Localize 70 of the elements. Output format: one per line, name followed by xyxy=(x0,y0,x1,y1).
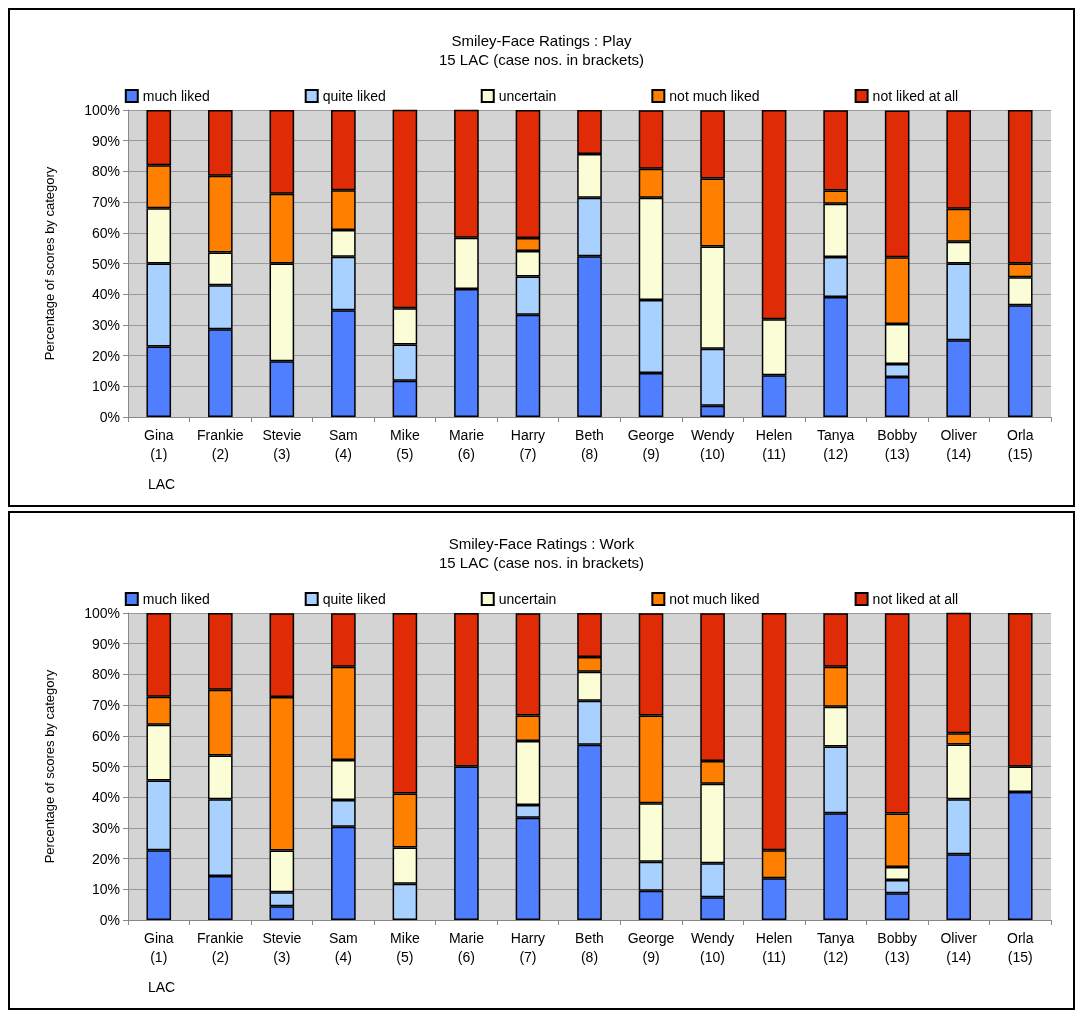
y-tick-label: 20% xyxy=(91,347,120,364)
y-axis-title: Percentage of scores by category xyxy=(42,669,57,864)
y-tick-label: 40% xyxy=(91,789,120,806)
x-tick-label: Marie (6) xyxy=(448,426,485,462)
y-tick-label: 10% xyxy=(91,881,120,898)
x-tick-label: Helen (11) xyxy=(755,426,793,462)
x-tick-label: Beth (8) xyxy=(575,426,604,462)
x-tick-label: Sam (4) xyxy=(328,426,358,462)
y-tick-label: 50% xyxy=(91,758,120,775)
x-tick-label: Tanya (12) xyxy=(816,929,855,965)
y-tick-label: 0% xyxy=(99,912,120,928)
y-tick-label: 90% xyxy=(91,635,120,652)
y-axis-title: Percentage of scores by category xyxy=(42,166,57,361)
legend-label: uncertain xyxy=(498,88,557,104)
legend-label: not liked at all xyxy=(872,591,959,607)
x-tick-label: Frankie (2) xyxy=(196,426,244,462)
x-tick-label: Frankie (2) xyxy=(196,929,244,965)
y-tick-label: 80% xyxy=(91,666,120,683)
x-tick-label: Beth (8) xyxy=(575,929,604,965)
legend-label: much liked xyxy=(142,88,210,104)
y-tick-label: 50% xyxy=(91,255,120,272)
x-tick-label: Harry (7) xyxy=(510,929,546,965)
x-tick-label: Gina (1) xyxy=(143,929,174,965)
y-tick-label: 40% xyxy=(91,286,120,303)
chart-subtitle: 15 LAC (case nos. in brackets) xyxy=(438,51,645,68)
y-tick-label: 70% xyxy=(91,194,120,211)
x-tick-label: Orla (15) xyxy=(1007,929,1034,965)
x-tick-label: Helen (11) xyxy=(755,929,793,965)
x-tick-label: Stevie (3) xyxy=(262,929,302,965)
x-tick-label: Wendy (10) xyxy=(690,426,735,462)
legend-label: much liked xyxy=(142,591,210,607)
legend-label: not much liked xyxy=(669,88,760,104)
x-tick-label: Tanya (12) xyxy=(816,426,855,462)
y-tick-label: 0% xyxy=(99,409,120,425)
x-tick-label: Oliver (14) xyxy=(940,426,978,462)
x-tick-label: Sam (4) xyxy=(328,929,358,965)
x-tick-label: George (9) xyxy=(627,426,675,462)
x-tick-label: Gina (1) xyxy=(143,426,174,462)
legend-label: uncertain xyxy=(498,591,557,607)
y-tick-label: 60% xyxy=(91,727,120,744)
legend-label: quite liked xyxy=(322,88,386,104)
x-tick-label: Mike (5) xyxy=(390,929,420,965)
y-tick-label: 30% xyxy=(91,819,120,836)
y-tick-label: 10% xyxy=(91,378,120,395)
y-tick-label: 60% xyxy=(91,224,120,241)
chart-subtitle: 15 LAC (case nos. in brackets) xyxy=(438,554,645,571)
legend-label: quite liked xyxy=(322,591,386,607)
x-tick-label: Stevie (3) xyxy=(262,426,302,462)
chart-title: Smiley-Face Ratings : Play xyxy=(451,32,633,49)
y-tick-label: 70% xyxy=(91,697,120,714)
x-tick-label: George (9) xyxy=(627,929,675,965)
y-tick-label: 100% xyxy=(84,605,120,621)
y-tick-label: 20% xyxy=(91,850,120,867)
legend-label: not much liked xyxy=(669,591,760,607)
y-tick-label: 90% xyxy=(91,132,120,149)
x-tick-label: Oliver (14) xyxy=(940,929,978,965)
x-tick-label: Harry (7) xyxy=(510,426,546,462)
x-axis-title: LAC xyxy=(148,979,176,995)
y-tick-label: 100% xyxy=(84,102,120,118)
x-tick-label: Bobby (13) xyxy=(877,426,918,462)
x-tick-label: Orla (15) xyxy=(1007,426,1034,462)
y-tick-label: 30% xyxy=(91,316,120,333)
x-tick-label: Mike (5) xyxy=(390,426,420,462)
legend-label: not liked at all xyxy=(872,88,959,104)
x-tick-label: Bobby (13) xyxy=(877,929,918,965)
chart-title: Smiley-Face Ratings : Work xyxy=(448,535,635,552)
x-tick-label: Wendy (10) xyxy=(690,929,735,965)
y-tick-label: 80% xyxy=(91,163,120,180)
x-axis-title: LAC xyxy=(148,476,176,492)
x-tick-label: Marie (6) xyxy=(448,929,485,965)
